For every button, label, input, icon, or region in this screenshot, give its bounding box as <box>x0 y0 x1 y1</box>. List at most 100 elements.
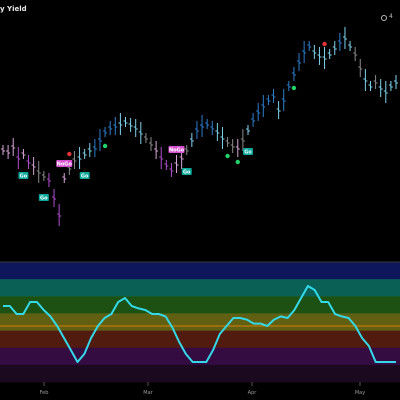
price-bar <box>11 138 16 156</box>
signal-label: NoGo <box>57 161 73 167</box>
price-bar <box>123 117 128 127</box>
price-bar <box>363 69 368 91</box>
price-bar <box>62 173 67 183</box>
price-bar <box>307 41 312 51</box>
price-bar <box>286 81 291 91</box>
price-bar <box>128 118 133 132</box>
nogo-signal: NoGo <box>56 160 72 167</box>
circle-icon[interactable] <box>381 15 387 21</box>
signal-badge <box>79 172 90 179</box>
signal-badge <box>56 160 73 167</box>
price-bar <box>92 139 97 157</box>
price-bar <box>322 47 327 69</box>
price-bar <box>184 145 189 155</box>
price-bar <box>52 189 57 207</box>
price-bar <box>271 89 276 103</box>
price-bar <box>113 117 118 135</box>
price-bar <box>235 139 240 157</box>
price-bar <box>378 79 383 97</box>
price-bar <box>205 119 210 129</box>
oscillator-line <box>3 285 396 363</box>
price-bar <box>225 137 230 147</box>
price-bar <box>266 95 271 105</box>
go-signal: Go <box>38 194 49 201</box>
price-bar <box>87 143 92 157</box>
price-bar <box>394 75 398 89</box>
red-dot <box>322 41 327 47</box>
price-panel <box>1 27 398 226</box>
go-signal: Go <box>79 172 90 179</box>
price-bar <box>108 121 113 135</box>
x-tick-label: May <box>355 390 365 396</box>
signal-label: Go <box>244 149 252 155</box>
price-bar <box>256 103 261 121</box>
price-bar <box>302 41 307 63</box>
price-bar <box>312 45 317 59</box>
price-bar <box>77 147 82 169</box>
x-tick-label: Feb <box>40 390 49 396</box>
price-bar <box>143 133 148 143</box>
signal-label: Go <box>81 173 89 179</box>
signal-label: Go <box>20 173 28 179</box>
red-dot <box>67 151 72 157</box>
signal-badge <box>181 168 192 175</box>
price-bar <box>215 123 220 141</box>
price-bar <box>240 129 245 151</box>
signal-label: Go <box>183 169 191 175</box>
price-bar <box>200 115 205 137</box>
price-bar <box>72 151 77 169</box>
price-bar <box>103 127 108 137</box>
oscillator-band <box>0 313 400 332</box>
green-dot <box>291 85 297 91</box>
go-signal: Go <box>181 168 192 175</box>
go-signal: Go <box>18 172 29 179</box>
signal-label: Go <box>40 195 48 201</box>
oscillator-band <box>0 330 400 349</box>
price-bar <box>276 101 281 119</box>
oscillator-band <box>0 296 400 314</box>
price-bar <box>348 41 353 51</box>
top-right-label: 4 <box>389 13 393 20</box>
price-bar <box>220 127 225 149</box>
price-bar <box>317 47 322 65</box>
signal-badge <box>168 146 185 153</box>
price-bar <box>174 155 179 173</box>
price-bar <box>169 163 174 177</box>
price-bar <box>291 67 296 81</box>
price-bar <box>118 113 123 135</box>
x-axis-ticks: Feb Mar Apr May <box>40 382 365 396</box>
price-bar <box>164 160 169 170</box>
signal-badge <box>38 194 49 201</box>
price-bar <box>368 81 373 91</box>
price-bar <box>21 149 26 159</box>
oscillator-band <box>0 262 400 280</box>
price-bar <box>337 33 342 51</box>
price-bar <box>1 145 5 155</box>
price-bar <box>230 139 235 153</box>
green-dot <box>235 159 240 165</box>
price-bar <box>133 119 138 137</box>
price-bar <box>388 81 393 91</box>
green-dot <box>225 153 230 159</box>
price-bar <box>16 147 21 169</box>
price-bar <box>154 141 159 159</box>
price-bar <box>36 161 41 183</box>
price-bar <box>97 129 102 151</box>
x-tick-label: Mar <box>143 390 153 396</box>
green-dot <box>102 143 108 149</box>
price-bar <box>332 41 337 55</box>
price-bar <box>383 81 388 103</box>
signal-badge <box>242 148 253 155</box>
price-bar <box>353 47 358 61</box>
oscillator-band <box>0 279 400 297</box>
price-bar <box>251 113 256 127</box>
price-bar <box>245 125 250 135</box>
price-bar <box>138 122 143 144</box>
price-bar <box>281 89 286 111</box>
nogo-signal: NoGo <box>168 146 185 153</box>
price-bar <box>149 137 154 151</box>
price-bar <box>373 75 378 89</box>
oscillator-band <box>0 364 400 383</box>
price-bar <box>159 147 164 169</box>
